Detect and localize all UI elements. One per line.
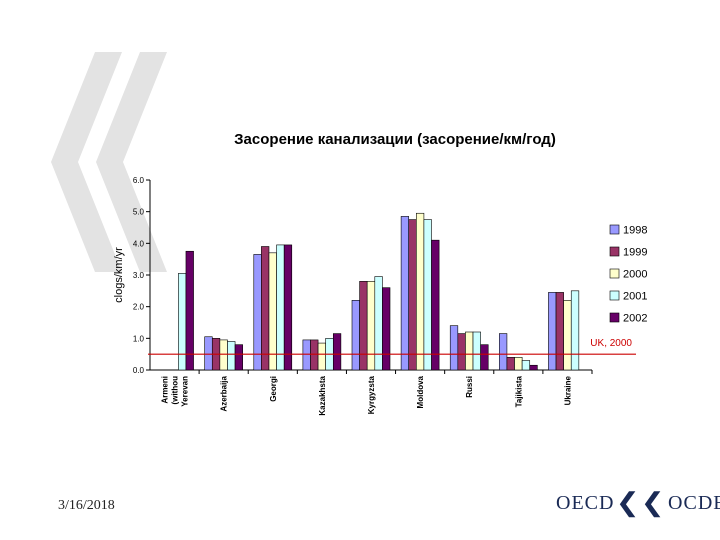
bar-1998 xyxy=(351,300,360,371)
bar-1999 xyxy=(261,246,270,371)
x-tick-label: Georgi xyxy=(269,376,278,402)
bar-2002 xyxy=(283,244,293,371)
y-axis-label: clogs/km/yr xyxy=(113,247,125,303)
bar-2000 xyxy=(219,339,228,371)
oecd-logo-text-fr: OCDE xyxy=(668,491,720,514)
oecd-logo-text-en: OECD xyxy=(556,491,615,514)
bar-2000 xyxy=(465,331,474,371)
bar-2001 xyxy=(423,219,432,371)
x-tick-label: Yerevan xyxy=(181,376,190,407)
legend-label: 1999 xyxy=(623,247,647,259)
y-tick-label: 1.0 xyxy=(133,334,145,343)
legend-swatch-2002 xyxy=(609,312,620,323)
bar-1999 xyxy=(457,333,466,371)
y-tick-label: 6.0 xyxy=(133,176,145,185)
x-tick-label: Tajikista xyxy=(514,375,523,407)
legend-label: 2002 xyxy=(623,313,647,325)
legend-swatch-1999 xyxy=(609,246,620,257)
bar-1998 xyxy=(253,254,262,371)
x-tick-label: Ukraine xyxy=(563,375,572,405)
x-tick-labels: Armeni (withou Yerevan Azerbaija Georgi Kazak… xyxy=(161,375,573,415)
bar-1999 xyxy=(506,357,515,371)
legend-swatch-2001 xyxy=(609,290,620,301)
x-tick-label: Kyrgyzsta xyxy=(367,375,376,414)
y-tick-label: 3.0 xyxy=(133,271,145,280)
bar-1998 xyxy=(499,333,508,371)
y-tick-label: 2.0 xyxy=(133,303,145,312)
reference-line-label: UK, 2000 xyxy=(590,338,632,349)
bar-2000 xyxy=(514,357,523,371)
reference-line-layer: UK, 2000 xyxy=(148,338,636,355)
bar-2000 xyxy=(416,212,425,371)
bar-2001 xyxy=(472,331,481,371)
footer-date: 3/16/2018 xyxy=(58,498,115,513)
y-tick-label: 5.0 xyxy=(133,208,145,217)
bar-2002 xyxy=(234,344,243,371)
oecd-logo: OECD ❮❮ OCDE xyxy=(556,490,720,516)
bar-2000 xyxy=(268,252,277,371)
bar-1998 xyxy=(449,325,459,371)
bar-2002 xyxy=(382,287,391,371)
background-guillemet-watermark xyxy=(51,52,167,272)
legend-label: 2000 xyxy=(623,269,647,281)
bar-2002 xyxy=(529,364,538,371)
bar-2000 xyxy=(317,342,326,371)
x-tick-label: Moldova xyxy=(416,375,425,408)
bar-2001 xyxy=(227,341,236,371)
legend-label: 2001 xyxy=(623,291,647,303)
bar-2002 xyxy=(185,250,194,371)
legend-label: 1998 xyxy=(623,225,647,237)
x-tick-label: Armeni xyxy=(161,376,170,404)
bar-2001 xyxy=(374,276,383,371)
bar-2001 xyxy=(178,273,187,371)
bar-2001 xyxy=(276,244,285,371)
legend-swatch-1998 xyxy=(609,224,620,235)
bar-2000 xyxy=(366,281,376,371)
legend: 1998 1999 2000 2001 2002 xyxy=(609,224,647,325)
bar-2001 xyxy=(521,360,531,371)
bar-1999 xyxy=(408,219,417,371)
bars-layer xyxy=(178,212,580,371)
chart-title: Засорение канализации (засорение/км/год) xyxy=(234,131,556,148)
x-tick-label: (withou xyxy=(171,376,180,405)
bar-2002 xyxy=(480,344,489,371)
bar-2002 xyxy=(332,333,342,371)
bar-2001 xyxy=(570,290,580,371)
x-tick-label: Russi xyxy=(465,376,474,398)
bar-1999 xyxy=(555,292,564,371)
bar-1998 xyxy=(204,336,213,371)
bar-1998 xyxy=(400,216,410,371)
bar-2000 xyxy=(563,300,572,371)
oecd-logo-mark-icon: ❮❮ xyxy=(616,488,667,517)
y-tick-label: 4.0 xyxy=(133,239,145,248)
bar-1999 xyxy=(310,339,319,371)
x-tick-label: Azerbaija xyxy=(220,375,229,411)
x-tick-label: Kazakhsta xyxy=(318,375,327,415)
y-tick-label: 0.0 xyxy=(133,366,145,375)
bar-2002 xyxy=(431,239,440,371)
bar-1999 xyxy=(359,281,368,371)
bar-1998 xyxy=(302,339,311,371)
bar-1998 xyxy=(548,292,557,371)
legend-swatch-2000 xyxy=(609,268,620,279)
